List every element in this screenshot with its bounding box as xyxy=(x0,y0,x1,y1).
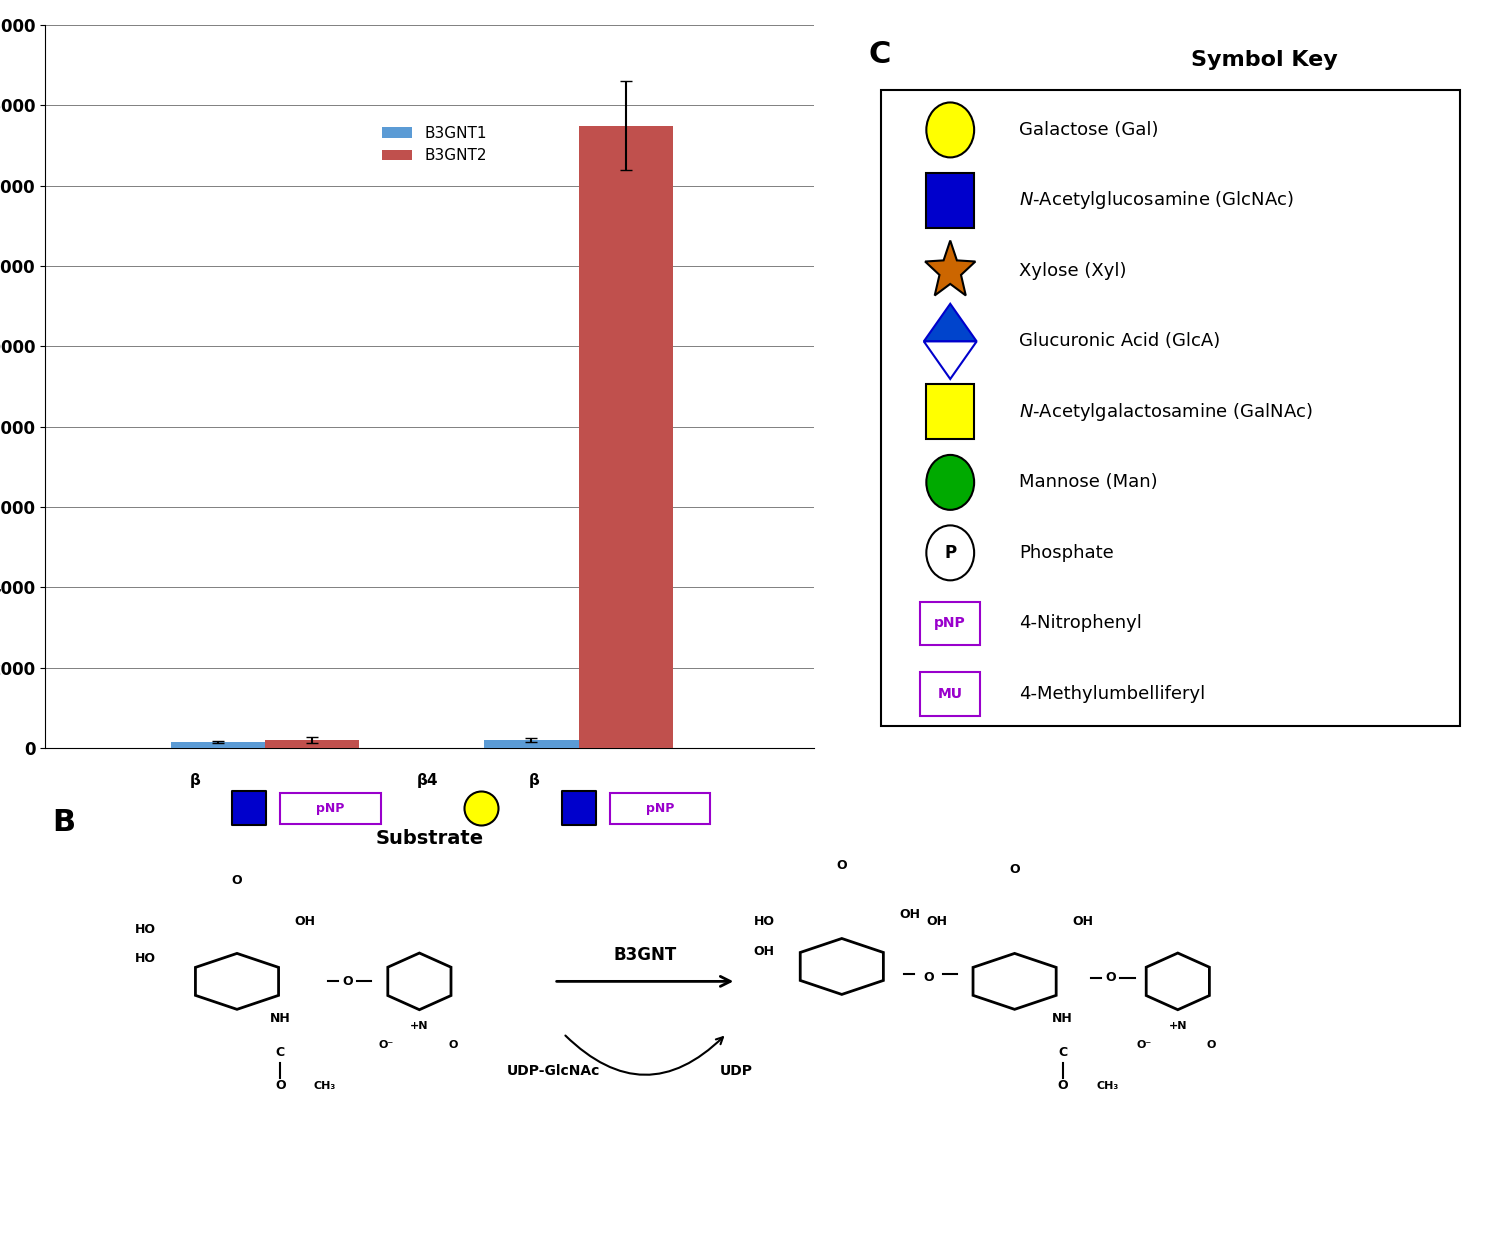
Text: $\it{N}$-Acetylglucosamine (GlcNAc): $\it{N}$-Acetylglucosamine (GlcNAc) xyxy=(1020,190,1294,211)
Polygon shape xyxy=(974,954,1056,1009)
Text: CH₃: CH₃ xyxy=(1096,1081,1119,1091)
Text: Galactose (Gal): Galactose (Gal) xyxy=(1020,120,1160,139)
Circle shape xyxy=(927,454,974,510)
Bar xyxy=(579,126,672,748)
Text: C: C xyxy=(868,40,891,69)
Text: NH: NH xyxy=(270,1013,291,1025)
Text: 4-Nitrophenyl: 4-Nitrophenyl xyxy=(1020,615,1143,633)
X-axis label: Substrate: Substrate xyxy=(375,830,483,848)
Text: O⁻: O⁻ xyxy=(1137,1040,1152,1049)
Text: HO: HO xyxy=(135,953,156,965)
Circle shape xyxy=(927,103,974,157)
Text: O⁻: O⁻ xyxy=(378,1040,393,1049)
Text: B3GNT: B3GNT xyxy=(614,946,676,964)
Polygon shape xyxy=(195,954,279,1009)
Bar xyxy=(927,173,974,228)
Text: O: O xyxy=(342,975,352,988)
Text: O: O xyxy=(1106,971,1116,984)
Text: C: C xyxy=(1058,1045,1066,1059)
Text: C: C xyxy=(276,1045,285,1059)
Bar xyxy=(264,740,358,748)
Text: pNP: pNP xyxy=(646,802,675,814)
Text: 4-Methylumbelliferyl: 4-Methylumbelliferyl xyxy=(1020,685,1206,703)
Text: OH: OH xyxy=(1072,915,1094,929)
FancyBboxPatch shape xyxy=(280,793,381,823)
FancyBboxPatch shape xyxy=(920,673,981,715)
Text: O: O xyxy=(1010,863,1020,876)
Text: β: β xyxy=(530,773,540,788)
FancyBboxPatch shape xyxy=(880,90,1460,727)
Text: OH: OH xyxy=(900,907,921,921)
Polygon shape xyxy=(926,241,975,295)
Text: P: P xyxy=(944,543,957,562)
Polygon shape xyxy=(800,939,883,994)
Text: O: O xyxy=(231,875,243,887)
FancyBboxPatch shape xyxy=(920,601,981,645)
Text: O: O xyxy=(448,1040,458,1049)
Text: +N: +N xyxy=(410,1022,429,1032)
Point xyxy=(237,798,261,818)
Polygon shape xyxy=(388,953,452,1010)
Text: CH₃: CH₃ xyxy=(314,1081,336,1091)
Text: O: O xyxy=(274,1079,285,1092)
FancyArrowPatch shape xyxy=(556,976,730,986)
Text: OH: OH xyxy=(927,915,948,929)
Bar xyxy=(171,742,264,748)
Point xyxy=(470,798,494,818)
Text: pNP: pNP xyxy=(934,616,966,630)
Circle shape xyxy=(927,526,974,580)
Text: O: O xyxy=(1206,1040,1216,1049)
Legend: B3GNT1, B3GNT2: B3GNT1, B3GNT2 xyxy=(375,119,494,169)
Text: pNP: pNP xyxy=(316,802,345,814)
Text: HO: HO xyxy=(753,915,774,929)
Text: HO: HO xyxy=(135,922,156,936)
FancyArrowPatch shape xyxy=(566,1035,723,1074)
Text: Symbol Key: Symbol Key xyxy=(1191,50,1338,70)
Text: NH: NH xyxy=(1052,1013,1072,1025)
Bar xyxy=(484,740,579,748)
Text: +N: +N xyxy=(1168,1022,1186,1032)
Polygon shape xyxy=(924,341,976,379)
Polygon shape xyxy=(1146,953,1209,1010)
Text: β4: β4 xyxy=(417,773,438,788)
Text: MU: MU xyxy=(938,686,963,700)
Text: β: β xyxy=(190,773,201,788)
Text: Xylose (Xyl): Xylose (Xyl) xyxy=(1020,262,1126,280)
Text: OH: OH xyxy=(753,945,774,958)
Bar xyxy=(927,384,974,439)
Text: O: O xyxy=(922,971,933,984)
Text: Phosphate: Phosphate xyxy=(1020,543,1114,562)
Text: $\it{N}$-Acetylgalactosamine (GalNAc): $\it{N}$-Acetylgalactosamine (GalNAc) xyxy=(1020,400,1312,423)
Text: B: B xyxy=(53,808,75,837)
Text: Mannose (Man): Mannose (Man) xyxy=(1020,473,1158,492)
Text: UDP-GlcNAc: UDP-GlcNAc xyxy=(507,1064,600,1078)
Text: Glucuronic Acid (GlcA): Glucuronic Acid (GlcA) xyxy=(1020,333,1221,350)
Text: UDP: UDP xyxy=(720,1064,753,1078)
Text: OH: OH xyxy=(294,915,315,929)
Text: O: O xyxy=(1058,1079,1068,1092)
FancyBboxPatch shape xyxy=(610,793,711,823)
Polygon shape xyxy=(924,304,976,341)
Text: O: O xyxy=(837,860,848,872)
Point xyxy=(567,798,591,818)
